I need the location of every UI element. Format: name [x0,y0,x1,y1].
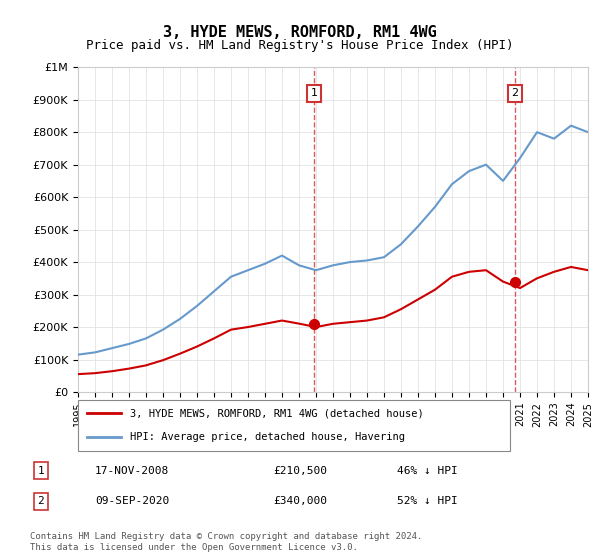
Text: £340,000: £340,000 [273,497,327,506]
Text: 1: 1 [311,88,318,98]
FancyBboxPatch shape [78,400,510,451]
Text: 3, HYDE MEWS, ROMFORD, RM1 4WG (detached house): 3, HYDE MEWS, ROMFORD, RM1 4WG (detached… [130,408,424,418]
Text: Price paid vs. HM Land Registry's House Price Index (HPI): Price paid vs. HM Land Registry's House … [86,39,514,52]
Text: 09-SEP-2020: 09-SEP-2020 [95,497,169,506]
Text: 2: 2 [511,88,518,98]
Text: 3, HYDE MEWS, ROMFORD, RM1 4WG: 3, HYDE MEWS, ROMFORD, RM1 4WG [163,25,437,40]
Text: 17-NOV-2008: 17-NOV-2008 [95,465,169,475]
Text: 52% ↓ HPI: 52% ↓ HPI [397,497,458,506]
Text: £210,500: £210,500 [273,465,327,475]
Text: 2: 2 [37,497,44,506]
Text: 1: 1 [37,465,44,475]
Text: Contains HM Land Registry data © Crown copyright and database right 2024.
This d: Contains HM Land Registry data © Crown c… [30,532,422,552]
Text: 46% ↓ HPI: 46% ↓ HPI [397,465,458,475]
Text: HPI: Average price, detached house, Havering: HPI: Average price, detached house, Have… [130,432,405,442]
